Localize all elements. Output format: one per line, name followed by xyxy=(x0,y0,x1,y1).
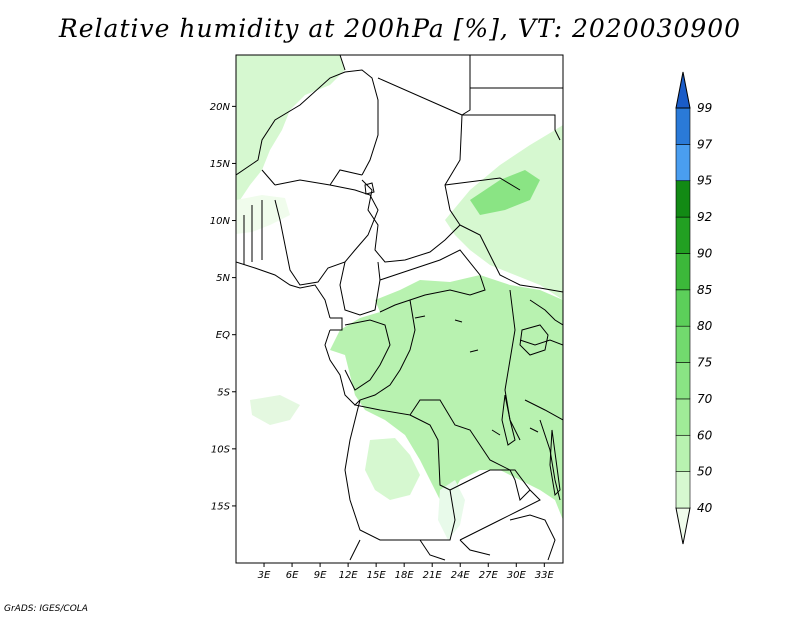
lakes-small xyxy=(414,315,539,436)
colorbar-segment xyxy=(675,107,691,145)
colorbar-low-triangle xyxy=(675,507,691,545)
angola-border xyxy=(344,399,456,541)
colorbar-segment xyxy=(675,144,691,182)
longitude-axis: 3E 6E 9E 12E 15E 18E 21E 24E 27E 30E 33E xyxy=(258,563,555,581)
chart-title: Relative humidity at 200hPa [%], VT: 202… xyxy=(58,14,742,43)
humidity-area-dark xyxy=(470,170,540,215)
colorbar-level-label: 85 xyxy=(697,283,712,297)
lon-tick-label: 27E xyxy=(479,570,499,581)
car-border xyxy=(379,249,486,313)
colorbar-segment xyxy=(675,253,691,291)
lon-tick-label: 9E xyxy=(314,570,327,581)
lat-tick-label: 15N xyxy=(210,159,231,170)
east-africa-border xyxy=(519,299,563,501)
map-frame xyxy=(235,54,564,564)
lat-tick-label: 5N xyxy=(216,273,230,284)
zambia-border xyxy=(449,469,541,541)
lon-tick-label: 12E xyxy=(339,570,359,581)
colorbar-level-label: 99 xyxy=(697,101,712,115)
cameroon-border xyxy=(339,261,381,316)
colorbar-segment xyxy=(675,434,691,472)
southern-border xyxy=(349,514,556,561)
mali-border xyxy=(236,69,379,176)
colorbar: 40 50 60 70 75 80 85 90 92 95 97 99 xyxy=(675,71,713,545)
nigeria-border xyxy=(274,179,379,286)
lat-tick-label: 10S xyxy=(211,444,231,455)
lon-tick-label: 24E xyxy=(451,570,471,581)
colorbar-segment xyxy=(675,180,691,218)
colorbar-segment xyxy=(675,362,691,400)
libya-border xyxy=(461,55,471,116)
lat-tick-label: 5S xyxy=(217,387,230,398)
colorbar-segment xyxy=(675,216,691,254)
lat-tick-label: 10N xyxy=(210,216,231,227)
lon-tick-label: 18E xyxy=(395,570,415,581)
niger-border xyxy=(261,169,363,186)
lake-malawi xyxy=(549,429,561,497)
country-boundaries xyxy=(236,55,563,561)
colorbar-level-label: 92 xyxy=(697,210,712,224)
colorbar-segment xyxy=(675,398,691,436)
chad-border xyxy=(361,77,463,263)
lat-tick-label: EQ xyxy=(216,330,230,341)
colorbar-level-label: 95 xyxy=(697,174,712,188)
gabon-congo xyxy=(330,317,391,391)
colorbar-segment xyxy=(675,289,691,327)
colorbar-high-triangle xyxy=(675,71,691,109)
coastline xyxy=(236,261,356,406)
lat-tick-label: 15S xyxy=(211,501,231,512)
colorbar-segment xyxy=(675,471,691,509)
drc-border xyxy=(353,289,531,501)
colorbar-level-label: 90 xyxy=(697,246,713,260)
lake-chad xyxy=(364,182,375,195)
colorbar-level-label: 40 xyxy=(697,501,713,515)
humidity-field xyxy=(236,55,563,540)
humidity-area-sahara xyxy=(236,55,345,205)
sudan-border xyxy=(444,114,563,293)
lat-tick-label: 20N xyxy=(210,102,231,113)
lake-tanganyika xyxy=(501,394,516,446)
lake-victoria xyxy=(519,324,549,356)
latitude-axis: 20N 15N 10N 5N EQ 5S 10S 15S xyxy=(210,102,236,512)
benin-togo xyxy=(243,200,263,265)
lon-tick-label: 6E xyxy=(286,570,299,581)
humidity-area-east xyxy=(445,125,563,300)
humidity-area-south xyxy=(438,480,465,540)
humidity-area-coast xyxy=(250,395,300,425)
lon-tick-label: 33E xyxy=(535,570,555,581)
colorbar-level-label: 97 xyxy=(697,137,713,151)
colorbar-level-label: 50 xyxy=(697,465,713,479)
lon-tick-label: 21E xyxy=(423,570,443,581)
lon-tick-label: 3E xyxy=(258,570,271,581)
humidity-area-congo xyxy=(330,275,563,520)
algeria-border xyxy=(339,55,346,71)
colorbar-level-label: 80 xyxy=(697,319,713,333)
lon-tick-label: 30E xyxy=(507,570,527,581)
footer-credit: GrADS: IGES/COLA xyxy=(4,604,88,614)
lon-tick-label: 15E xyxy=(367,570,387,581)
humidity-area-angola xyxy=(365,438,420,500)
colorbar-level-label: 75 xyxy=(697,356,712,370)
colorbar-level-label: 60 xyxy=(697,428,713,442)
colorbar-level-label: 70 xyxy=(697,392,713,406)
colorbar-segment xyxy=(675,325,691,363)
